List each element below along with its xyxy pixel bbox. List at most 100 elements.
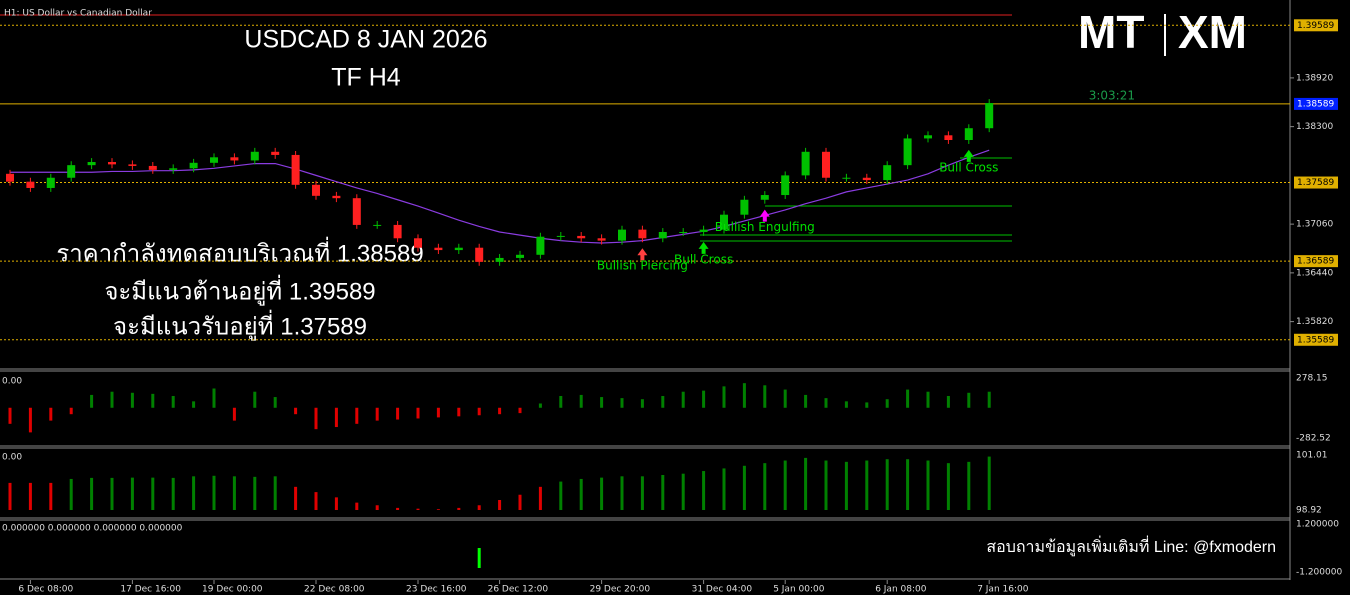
histogram-bar xyxy=(416,407,420,419)
histogram-bar xyxy=(967,392,971,408)
candle-body xyxy=(495,257,504,262)
histogram-bar xyxy=(559,395,563,408)
candle-body xyxy=(740,199,749,215)
histogram-bar xyxy=(396,407,400,420)
histogram-bar xyxy=(69,407,73,415)
candle-body xyxy=(842,177,851,179)
candle-body xyxy=(720,214,728,230)
candle-body xyxy=(516,254,524,258)
histogram-bar xyxy=(436,407,440,418)
histogram-bar xyxy=(192,401,196,408)
candle-body xyxy=(230,157,239,161)
candle-body xyxy=(618,229,626,241)
histogram-bar xyxy=(498,500,502,510)
histogram-bar xyxy=(987,456,991,510)
histogram-bar xyxy=(702,390,706,408)
candle-body xyxy=(964,128,973,141)
histogram-bar xyxy=(742,383,746,408)
y-tick-label: 1.36440 xyxy=(1296,268,1333,278)
histogram-bar xyxy=(661,475,665,510)
candle-body xyxy=(699,229,708,232)
level-label-box xyxy=(1294,255,1338,268)
histogram-bar xyxy=(722,468,726,510)
x-tick-label: 29 Dec 20:00 xyxy=(590,585,651,595)
histogram-bar xyxy=(334,497,338,510)
histogram-bar xyxy=(640,399,644,408)
indicator-caption: 0.00 xyxy=(2,453,22,463)
candle-body xyxy=(414,238,422,248)
candle-body xyxy=(6,173,14,182)
candle-body xyxy=(210,157,218,163)
histogram-bar xyxy=(294,407,298,415)
histogram-bar xyxy=(314,492,318,510)
x-tick-label: 23 Dec 16:00 xyxy=(406,585,467,595)
histogram-bar xyxy=(681,391,685,408)
histogram-bar xyxy=(294,486,298,510)
histogram-bar xyxy=(355,502,359,510)
histogram-bar xyxy=(518,407,522,414)
level-label-box xyxy=(1294,333,1338,346)
current-price-box xyxy=(1294,97,1338,110)
histogram-bar xyxy=(151,393,155,408)
x-tick-label: 19 Dec 00:00 xyxy=(202,585,263,595)
candle-body xyxy=(312,184,320,196)
histogram-bar xyxy=(457,507,461,510)
candle-body xyxy=(638,229,647,239)
histogram-bar xyxy=(355,407,359,424)
y-tick-label: 1.38300 xyxy=(1296,122,1333,132)
candle-body xyxy=(924,135,932,139)
x-tick-label: 7 Jan 16:00 xyxy=(977,585,1029,595)
note: จะมีแนวต้านอยู่ที่ 1.39589 xyxy=(104,274,375,306)
y-tick-label: 1.35820 xyxy=(1296,317,1333,327)
histogram-bar xyxy=(457,407,461,417)
level-label: 1.36589 xyxy=(1297,257,1334,267)
signal-arrow xyxy=(759,209,770,222)
histogram-bar xyxy=(783,389,787,408)
x-tick-label: 31 Dec 04:00 xyxy=(692,585,753,595)
candle-body xyxy=(781,175,790,196)
histogram-bar xyxy=(477,407,481,416)
histogram-bar xyxy=(477,505,481,510)
histogram-bar xyxy=(8,482,12,510)
y-tick-label: -1.200000 xyxy=(1296,568,1342,578)
candle-body xyxy=(801,151,810,176)
candle-body xyxy=(658,231,667,239)
histogram-bar xyxy=(844,401,848,408)
histogram-bar xyxy=(967,461,971,510)
chart-title: USDCAD 8 JAN 2026 xyxy=(244,26,487,54)
histogram-bar xyxy=(538,403,542,408)
candle-body xyxy=(597,238,606,241)
histogram-bar xyxy=(498,407,502,415)
y-tick-label: 1.38920 xyxy=(1296,73,1333,83)
histogram-bar xyxy=(130,477,134,510)
panel-borders xyxy=(0,0,1291,580)
level-label-box xyxy=(1294,19,1338,32)
footer-note: สอบถามข้อมูลเพิ่มเติมที่ Line: @fxmodern xyxy=(986,535,1276,557)
signal-arrow xyxy=(963,149,974,162)
y-tick-label: 1.37060 xyxy=(1296,220,1333,230)
histogram-bar xyxy=(90,477,94,510)
histogram-bar xyxy=(865,460,869,510)
x-tick-label: 26 Dec 12:00 xyxy=(488,585,549,595)
histogram-bar xyxy=(110,391,114,408)
candle-body xyxy=(26,181,35,188)
note: ราคากำลังทดสอบบริเวณที่ 1.38589 xyxy=(56,236,423,267)
histogram-bar xyxy=(600,397,604,408)
y-tick-label: 101.01 xyxy=(1296,451,1328,461)
signal-arrow xyxy=(698,241,709,254)
candle-body xyxy=(291,154,300,185)
signal-label: Bull Cross xyxy=(939,160,998,174)
candle-body xyxy=(352,198,361,225)
histogram-bar xyxy=(763,385,767,408)
level-label-box xyxy=(1294,176,1338,189)
signal-label: Bull Cross xyxy=(674,252,733,266)
histogram-bar xyxy=(396,507,400,510)
x-tick-label: 17 Dec 16:00 xyxy=(120,585,181,595)
histogram-bar xyxy=(436,509,440,510)
candle-body xyxy=(373,224,382,226)
note: จะมีแนวรับอยู่ที่ 1.37589 xyxy=(113,309,367,341)
histogram-bar xyxy=(620,476,624,510)
histogram-bar xyxy=(926,391,930,408)
histogram-bar xyxy=(477,548,481,568)
